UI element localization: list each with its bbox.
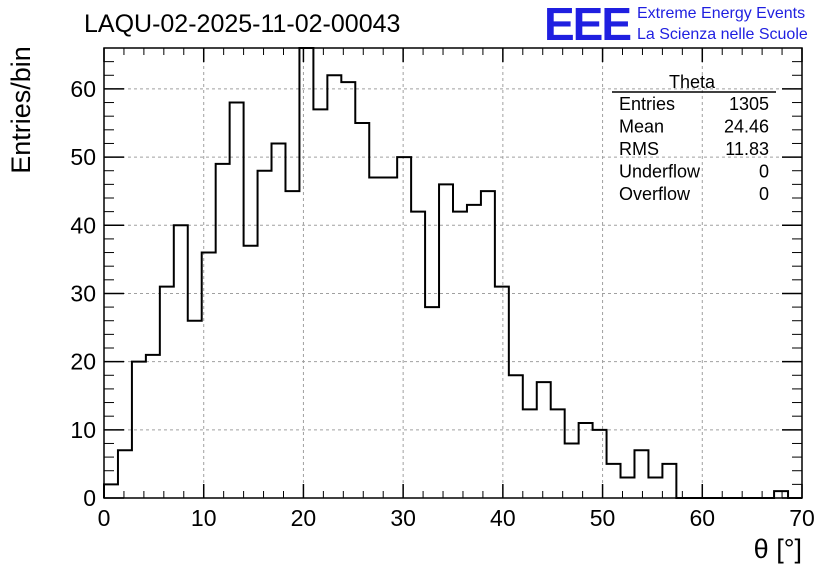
x-axis-title: θ [°]: [754, 534, 802, 564]
stats-label: Entries: [619, 94, 675, 114]
histogram-bin: [272, 143, 286, 498]
x-tick-label: 0: [98, 505, 111, 531]
histogram-bin: [244, 246, 258, 498]
y-tick-label: 50: [70, 144, 96, 170]
histogram-bin: [523, 409, 537, 498]
y-tick-label: 40: [70, 212, 96, 238]
logo-line-2: La Scienza nelle Scuole: [637, 26, 808, 43]
histogram-bin: [132, 362, 146, 498]
stats-title: Theta: [669, 72, 716, 92]
y-tick-label: 60: [70, 76, 96, 102]
stats-label: Overflow: [619, 184, 691, 204]
histogram-bin: [160, 287, 174, 498]
histogram-bin: [593, 430, 607, 498]
stats-box: Theta Entries 1305 Mean 24.46 RMS 11.83 Underf…: [612, 72, 776, 204]
histogram-bin: [327, 75, 341, 498]
histogram-bin: [313, 109, 327, 498]
y-tick-label: 0: [83, 485, 96, 511]
x-tick-label: 40: [490, 505, 516, 531]
histogram-bin: [439, 184, 453, 498]
histogram-bin: [537, 382, 551, 498]
histogram-bin: [467, 205, 481, 498]
histogram-bin: [551, 409, 565, 498]
histogram-bin: [258, 171, 272, 498]
histogram-bin: [411, 212, 425, 498]
histogram-bin: [397, 157, 411, 498]
y-tick-label: 30: [70, 280, 96, 306]
histogram-bin: [146, 355, 160, 498]
histogram-bin: [509, 375, 523, 498]
x-tick-label: 10: [191, 505, 217, 531]
eee-logo: EEE Extreme Energy Events La Scienza nel…: [544, 0, 808, 50]
stats-label: Mean: [619, 117, 664, 137]
y-axis-title: Entries/bin: [6, 46, 36, 174]
histogram-bin: [230, 103, 244, 498]
histogram-bin: [188, 321, 202, 498]
histogram-bin: [285, 191, 299, 498]
stats-rows: Entries 1305 Mean 24.46 RMS 11.83 Underflow 0 Ov…: [619, 94, 769, 204]
logo-line-1: Extreme Energy Events: [637, 5, 805, 22]
x-tick-label: 60: [689, 505, 715, 531]
y-tick-label: 10: [70, 417, 96, 443]
histogram-bin: [104, 484, 118, 498]
chart-title: LAQU-02-2025-11-02-00043: [84, 10, 400, 38]
stats-label: Underflow: [619, 162, 701, 182]
histogram-bin: [202, 253, 216, 498]
stats-value: 24.46: [724, 117, 769, 137]
histogram-bin: [425, 307, 439, 498]
x-tick-label: 30: [390, 505, 416, 531]
histogram-bin: [634, 450, 648, 498]
histogram-outline: [103, 47, 802, 499]
histogram-bin: [355, 123, 369, 498]
histogram-bin: [216, 164, 230, 498]
axis-ticks: [103, 47, 803, 499]
histogram-bin: [174, 225, 188, 498]
x-tick-label: 20: [291, 505, 317, 531]
histogram-bin: [662, 464, 676, 498]
stats-label: RMS: [619, 139, 659, 159]
histogram-bin: [341, 82, 355, 498]
histogram-bin: [495, 287, 509, 498]
y-tick-label: 20: [70, 349, 96, 375]
grid: [104, 48, 802, 498]
x-tick-label: 50: [590, 505, 616, 531]
logo-letters: EEE: [544, 0, 630, 50]
histogram-bin: [299, 48, 313, 498]
histogram-bin: [369, 178, 383, 498]
histogram-bin: [453, 212, 467, 498]
histogram-bin: [383, 178, 397, 498]
histogram-bin: [118, 450, 132, 498]
plot-frame: [103, 47, 803, 499]
tick-labels: 0 10 20 30 40 50 60 70 0 10 20 30 40 50 60: [70, 76, 814, 531]
stats-value: 0: [759, 162, 769, 182]
histogram-bin: [648, 478, 662, 498]
histogram-bin: [774, 491, 788, 498]
stats-value: 11.83: [725, 139, 769, 159]
histogram-bin: [565, 443, 579, 498]
histogram-bin: [481, 191, 495, 498]
histogram-bins: [104, 48, 788, 498]
histogram-bin: [579, 423, 593, 498]
stats-value: 0: [759, 184, 769, 204]
stats-value: 1305: [729, 94, 769, 114]
histogram-bin: [621, 478, 635, 498]
histogram-bin: [607, 464, 621, 498]
x-tick-label: 70: [789, 505, 815, 531]
